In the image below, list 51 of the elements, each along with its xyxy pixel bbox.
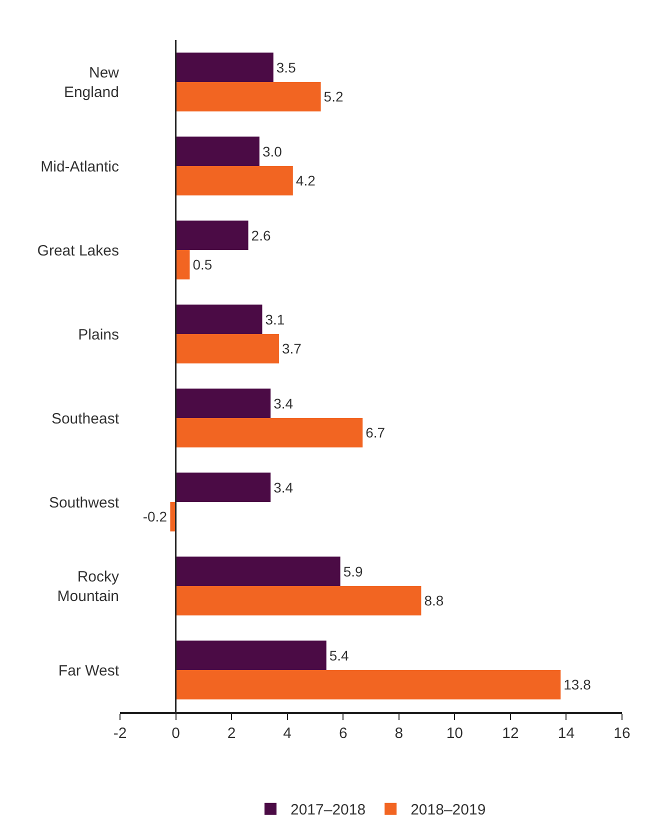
data-label: 5.2: [324, 88, 344, 105]
data-label: 0.5: [192, 256, 212, 273]
data-label: 3.0: [262, 143, 282, 160]
x-tick-label: 12: [502, 724, 519, 742]
data-label: 3.5: [276, 59, 296, 76]
data-label: 6.7: [366, 424, 386, 441]
bar: [176, 472, 271, 502]
x-tick-label: 16: [614, 724, 630, 742]
bar: [176, 640, 326, 670]
x-tick-label: -2: [113, 724, 127, 742]
x-tick-label: 14: [558, 724, 575, 742]
y-tick-label: Plains: [78, 326, 119, 344]
bar: [176, 136, 260, 166]
bar: [176, 556, 340, 586]
x-tick-label: 2: [227, 724, 236, 742]
bar: [176, 82, 321, 112]
y-tick-label: Rocky Mountain: [57, 568, 120, 605]
y-tick-label: Southwest: [48, 494, 120, 512]
x-tick-label: 8: [394, 724, 404, 742]
legend-label: 2018–2019: [410, 802, 486, 819]
data-label: 4.2: [296, 172, 316, 189]
data-label: 8.8: [424, 592, 444, 609]
bar: [176, 334, 279, 364]
x-tick-label: 10: [446, 724, 464, 742]
bar: [176, 586, 422, 616]
data-label: 2.6: [251, 227, 271, 244]
data-label: -0.2: [142, 508, 168, 525]
y-tick-label: Far West: [58, 662, 120, 680]
data-label: 3.1: [265, 311, 285, 328]
bar: [176, 250, 190, 280]
data-label: 5.9: [343, 563, 363, 580]
bar: [176, 388, 271, 418]
x-tick-label: 6: [338, 724, 348, 742]
data-label: 3.4: [274, 479, 294, 496]
y-tick-label: Southeast: [51, 410, 120, 428]
data-label: 3.7: [282, 340, 302, 357]
bar: [176, 418, 363, 448]
x-tick-label: 4: [283, 724, 292, 742]
data-label: 5.4: [329, 647, 350, 664]
x-tick-label: 0: [172, 724, 180, 742]
data-label: 3.4: [274, 395, 294, 412]
bar: [176, 670, 561, 700]
y-tick-label: New England: [64, 64, 120, 101]
bar: [176, 166, 293, 196]
y-tick-label: Great Lakes: [37, 242, 119, 260]
bar: [176, 304, 262, 334]
y-tick-label: Mid-Atlantic: [40, 158, 120, 176]
bar: [176, 220, 248, 250]
legend-label: 2017–2018: [290, 802, 366, 819]
bar: [176, 52, 274, 82]
data-label: 13.8: [564, 676, 592, 693]
